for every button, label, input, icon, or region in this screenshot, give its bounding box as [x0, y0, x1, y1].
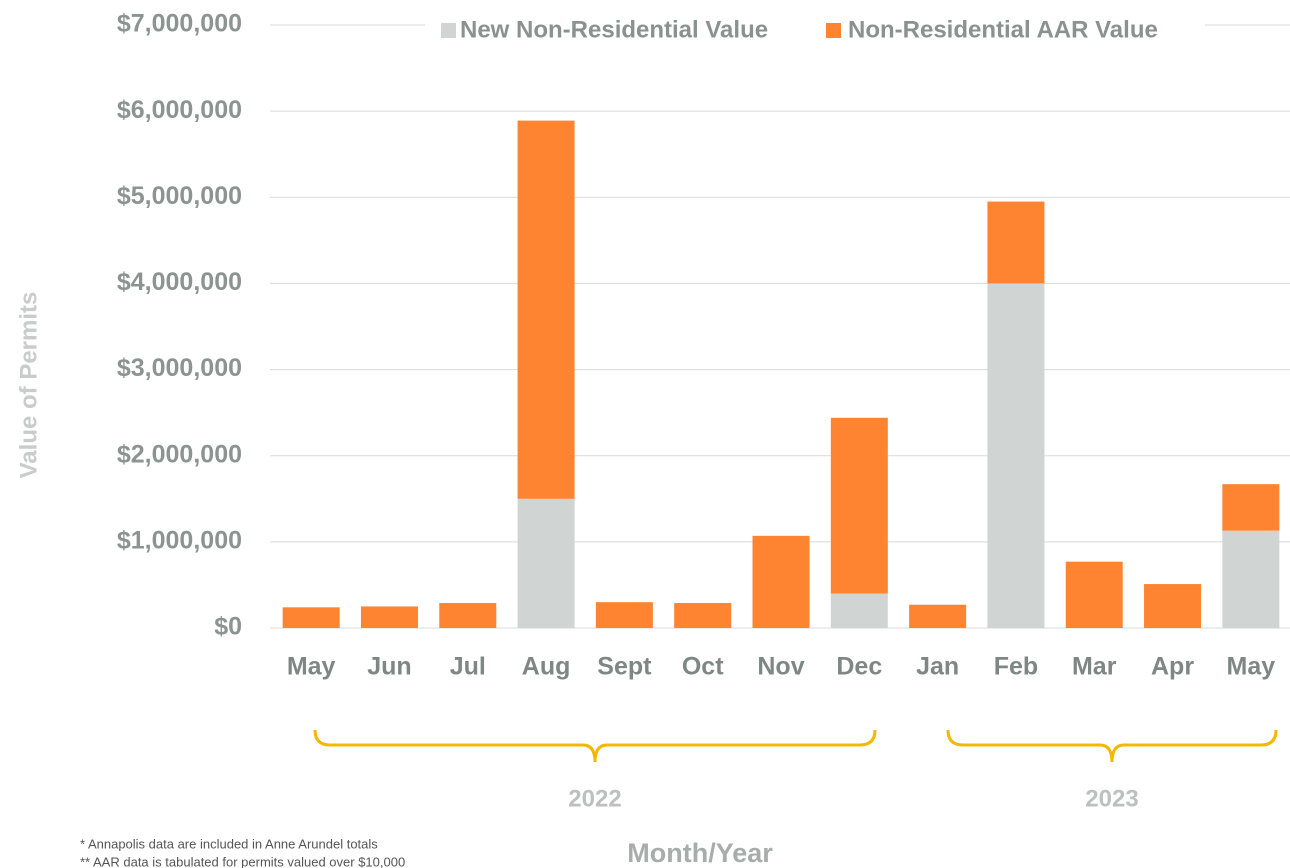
- bar-segment: [752, 535, 810, 628]
- x-tick-label: Mar: [1072, 653, 1117, 681]
- y-tick-label: $3,000,000: [117, 354, 242, 382]
- bar-segment: [830, 417, 888, 594]
- x-tick-label: May: [287, 653, 336, 681]
- x-tick-label: Dec: [836, 653, 882, 681]
- x-tick-label: Feb: [994, 653, 1038, 681]
- x-tick-label: Jul: [450, 653, 486, 681]
- bar-segment: [909, 604, 967, 628]
- x-tick-label: Aug: [522, 653, 571, 681]
- bar-segment: [517, 498, 575, 628]
- y-axis-title: Value of Permits: [15, 292, 42, 479]
- y-tick-label: $4,000,000: [117, 268, 242, 296]
- y-tick-label: $5,000,000: [117, 182, 242, 210]
- group-brace: [313, 729, 877, 763]
- group-label: 2022: [568, 785, 621, 812]
- bar-segment: [1144, 584, 1202, 628]
- group-label: 2023: [1085, 785, 1138, 812]
- x-tick-label: Apr: [1151, 653, 1194, 681]
- bar-segment: [595, 602, 653, 628]
- x-tick-label: Jun: [367, 653, 411, 681]
- x-tick-label: Jan: [916, 653, 959, 681]
- footnote: * Annapolis data are included in Anne Ar…: [80, 836, 378, 851]
- group-brace: [946, 729, 1278, 763]
- bar-segment: [282, 607, 340, 628]
- bar-segment: [987, 201, 1045, 284]
- legend-label: Non-Residential AAR Value: [848, 16, 1158, 43]
- bar-segment: [674, 603, 732, 628]
- x-tick-label: May: [1227, 653, 1276, 681]
- legend-swatch: [826, 23, 841, 38]
- y-tick-label: $1,000,000: [117, 526, 242, 554]
- y-tick-label: $6,000,000: [117, 96, 242, 124]
- x-tick-label: Nov: [757, 653, 804, 681]
- x-axis-title: Month/Year: [627, 838, 773, 868]
- bar-segment: [1222, 484, 1280, 531]
- legend-background: [425, 8, 1205, 44]
- bar-segment: [439, 603, 497, 628]
- legend-label: New Non-Residential Value: [460, 16, 768, 43]
- y-tick-label: $2,000,000: [117, 440, 242, 468]
- bar-segment: [987, 283, 1045, 628]
- legend-swatch: [441, 23, 456, 38]
- bar-segment: [360, 606, 418, 628]
- y-tick-label: $7,000,000: [117, 10, 242, 38]
- footnote: ** AAR data is tabulated for permits val…: [80, 854, 405, 868]
- x-tick-label: Sept: [597, 653, 652, 681]
- bar-segment: [1065, 561, 1123, 628]
- x-tick-label: Oct: [682, 653, 724, 681]
- bar-segment: [830, 593, 888, 628]
- bar-segment: [517, 120, 575, 499]
- bar-segment: [1222, 530, 1280, 628]
- y-tick-label: $0: [214, 613, 242, 641]
